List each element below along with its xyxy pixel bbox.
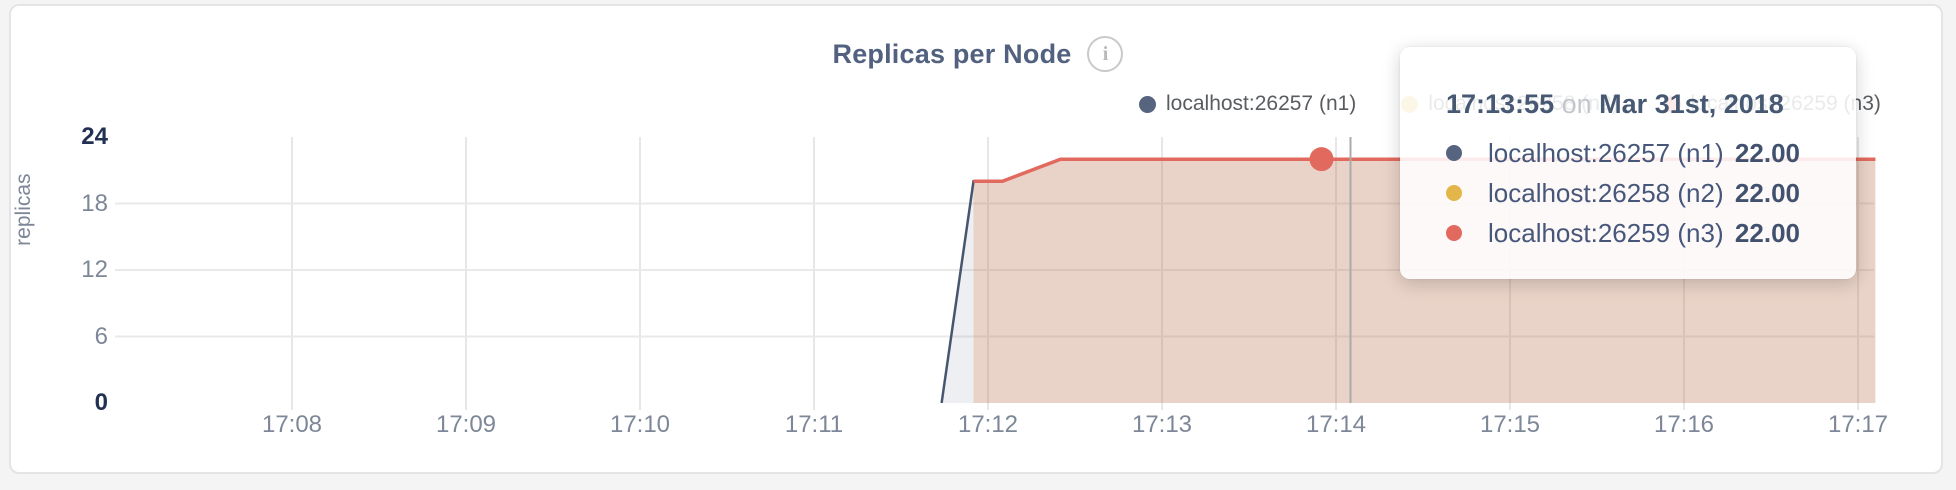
tooltip-series-label: localhost:26257 (n1) [1488, 137, 1724, 168]
y-tick-label: 0 [94, 389, 108, 416]
tooltip-series-label: localhost:26258 (n2) [1488, 177, 1724, 208]
tooltip-series-dot-icon [1446, 185, 1462, 201]
tooltip-series-label: localhost:26259 (n3) [1488, 217, 1724, 248]
x-tick-label: 17:14 [1305, 411, 1367, 438]
hover-tooltip: 17:13:55 on Mar 31st, 2018 localhost:262… [1400, 47, 1856, 279]
tooltip-series-dot-icon [1446, 145, 1462, 161]
legend-item[interactable]: localhost:26257 (n1) [1139, 92, 1356, 116]
x-tick-label: 17:12 [957, 411, 1019, 438]
tooltip-series-value: 22.00 [1734, 217, 1800, 248]
tooltip-rows: localhost:26257 (n1) 22.00 localhost:26258… [1446, 133, 1800, 253]
x-tick-label: 17:16 [1653, 411, 1715, 438]
tooltip-series-dot-icon [1446, 225, 1462, 241]
y-tick-label: 6 [94, 322, 108, 350]
x-tick-label: 17:17 [1827, 411, 1889, 438]
x-tick-label: 17:10 [609, 411, 671, 438]
tooltip-row: localhost:26257 (n1) 22.00 [1446, 133, 1800, 173]
x-tick-label: 17:15 [1479, 411, 1541, 438]
info-icon[interactable]: i [1087, 36, 1124, 72]
tooltip-joiner: on [1561, 89, 1592, 119]
tooltip-header: 17:13:55 on Mar 31st, 2018 [1446, 87, 1800, 121]
tooltip-time: 17:13:55 [1446, 89, 1555, 119]
tooltip-row: localhost:26258 (n2) 22.00 [1446, 173, 1800, 213]
y-tick-label: 12 [81, 256, 108, 283]
tooltip-date: Mar 31st, 2018 [1599, 89, 1784, 119]
tooltip-series-value: 22.00 [1734, 137, 1800, 168]
x-tick-label: 17:08 [261, 411, 323, 438]
legend-label: localhost:26257 (n1) [1166, 92, 1357, 115]
x-tick-label: 17:09 [435, 411, 497, 438]
chart-header: Replicas per Node i [0, 36, 1956, 72]
tooltip-row: localhost:26259 (n3) 22.00 [1446, 213, 1800, 253]
y-tick-label: 18 [81, 189, 108, 217]
x-tick-label: 17:11 [784, 411, 844, 438]
legend-dot-icon [1139, 95, 1156, 113]
tooltip-series-value: 22.00 [1734, 177, 1800, 208]
y-tick-label: 24 [81, 123, 108, 150]
chart-title: Replicas per Node [832, 38, 1072, 69]
x-tick-label: 17:13 [1131, 411, 1193, 438]
hover-point-marker [1309, 147, 1334, 172]
